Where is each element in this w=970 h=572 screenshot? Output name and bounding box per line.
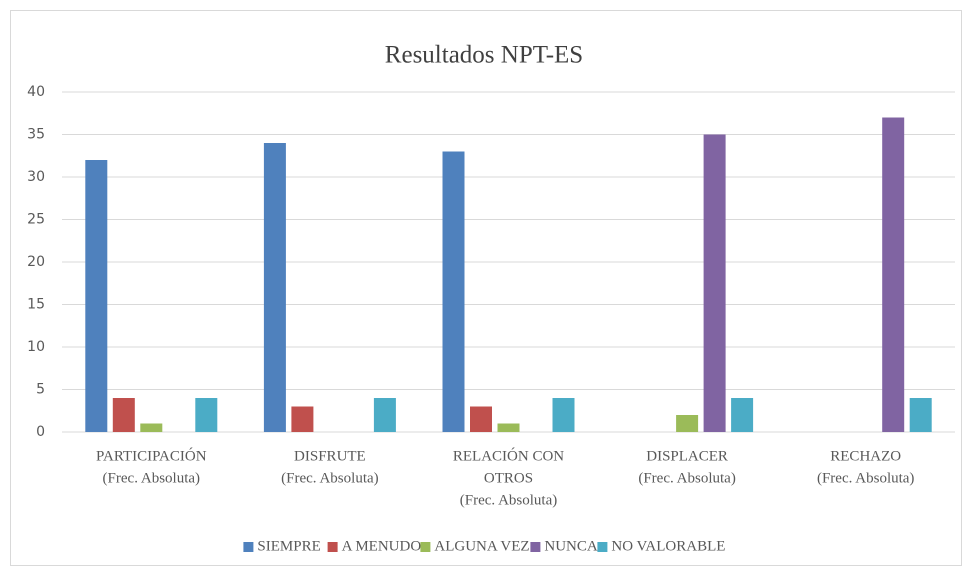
x-tick-label: DISFRUTE (294, 448, 366, 464)
bar (140, 423, 163, 432)
legend-label: SIEMPRE (257, 538, 320, 554)
chart-frame (10, 10, 962, 566)
legend-swatch (420, 542, 431, 552)
bar (882, 117, 905, 432)
bar (442, 151, 465, 432)
bar (112, 398, 135, 432)
bar (85, 160, 108, 432)
y-tick-label: 5 (36, 382, 45, 398)
x-tick-label: (Frec. Absoluta) (103, 470, 200, 486)
bar (291, 406, 314, 432)
legend-label: NO VALORABLE (611, 538, 725, 554)
x-tick-label: RELACIÓN CON (453, 447, 564, 464)
bar (263, 143, 286, 432)
bar (195, 398, 218, 432)
x-tick-label: PARTICIPACIÓN (96, 447, 207, 464)
legend-swatch (327, 542, 338, 552)
x-tick-label: (Frec. Absoluta) (281, 470, 378, 486)
y-tick-label: 10 (27, 339, 45, 355)
legend-swatch (243, 542, 254, 552)
y-tick-label: 20 (27, 254, 45, 270)
bar (703, 134, 726, 432)
bar (731, 398, 754, 432)
x-tick-label: RECHAZO (830, 448, 901, 464)
y-tick-label: 0 (36, 424, 45, 440)
x-tick-label: (Frec. Absoluta) (638, 470, 735, 486)
x-tick-label: OTROS (484, 470, 533, 486)
bar (470, 406, 492, 432)
legend-label: ALGUNA VEZ (434, 538, 529, 554)
x-tick-label: (Frec. Absoluta) (460, 492, 557, 508)
bar (552, 398, 575, 432)
y-tick-label: 25 (27, 212, 45, 228)
bar (909, 398, 932, 432)
x-tick-label: DISPLACER (646, 448, 728, 464)
bar (676, 415, 699, 432)
bar (373, 398, 396, 432)
chart-title: Resultados NPT-ES (385, 42, 583, 69)
y-tick-label: 30 (27, 169, 45, 185)
y-tick-label: 15 (27, 297, 45, 313)
legend-swatch (530, 542, 541, 552)
bar (497, 423, 520, 432)
legend-swatch (597, 542, 608, 552)
x-tick-label: (Frec. Absoluta) (817, 470, 914, 486)
legend-label: A MENUDO (342, 538, 422, 554)
legend-label: NUNCA (544, 538, 598, 554)
y-tick-label: 40 (27, 84, 45, 100)
y-tick-label: 35 (27, 127, 45, 143)
